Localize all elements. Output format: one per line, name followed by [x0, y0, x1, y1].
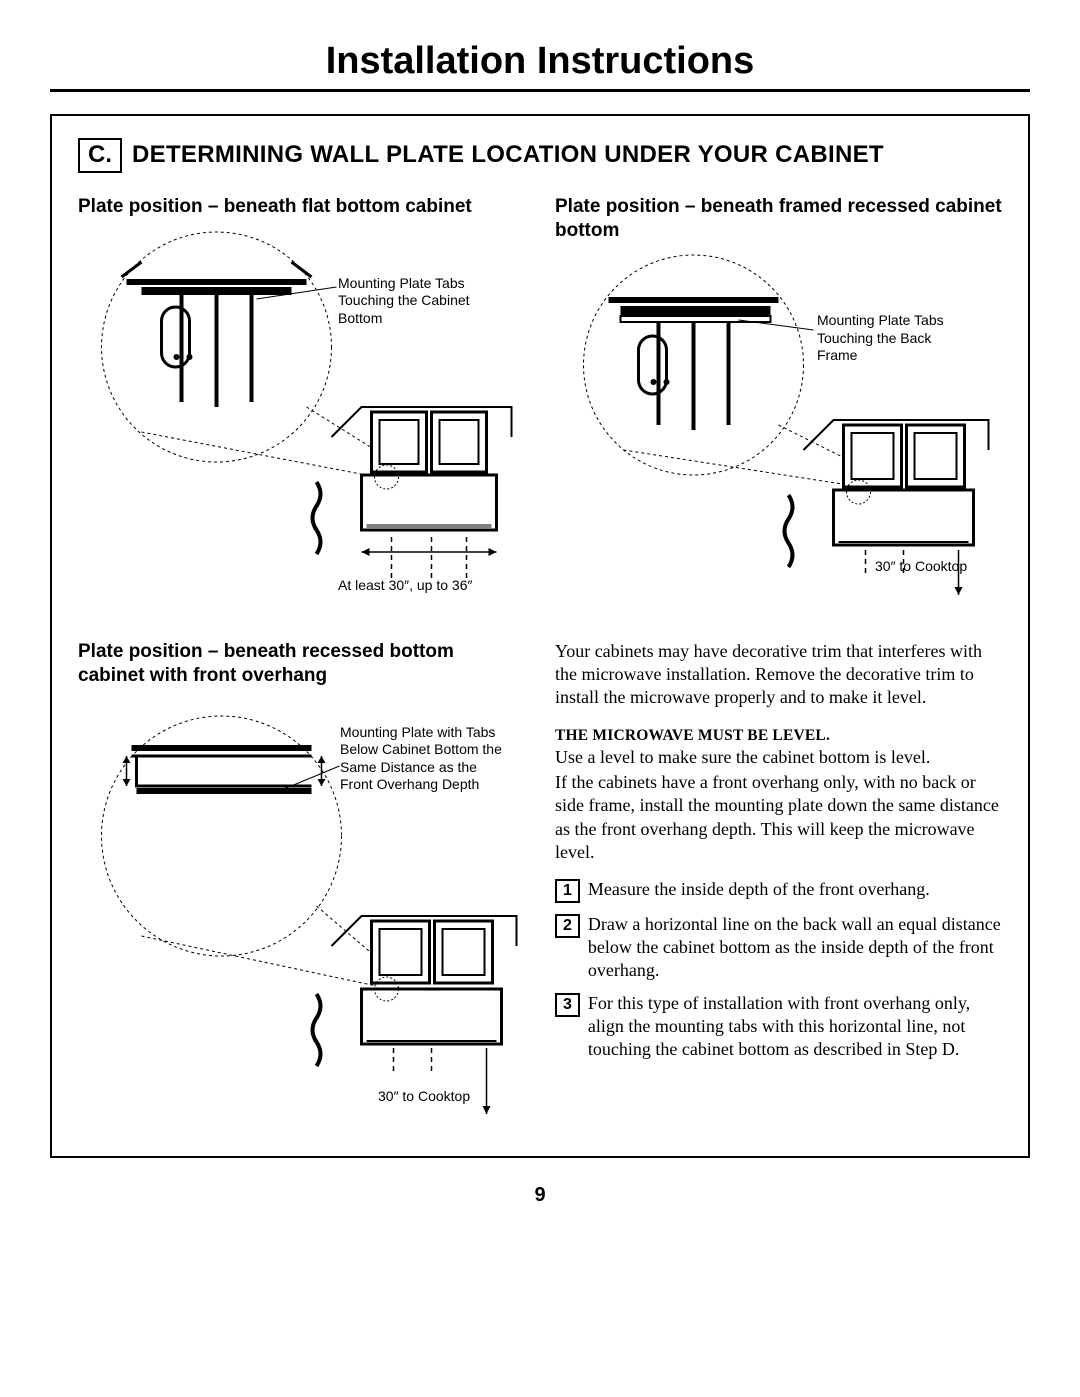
body-p3: If the cabinets have a front overhang on… [555, 771, 1002, 863]
step-2: 2 Draw a horizontal line on the back wal… [555, 913, 1002, 982]
diagram-flat-bottom: Mounting Plate Tabs Touching the Cabinet… [78, 227, 525, 607]
callout-framed-bottom: 30″ to Cooktop [875, 558, 967, 576]
body-p1: Your cabinets may have decorative trim t… [555, 640, 1002, 709]
col-framed-recessed: Plate position – beneath framed recessed… [555, 195, 1002, 611]
callout-overhang-top: Mounting Plate with Tabs Below Cabinet B… [340, 724, 505, 794]
step-num-2: 2 [555, 914, 580, 938]
heading-framed-recessed: Plate position – beneath framed recessed… [555, 195, 1002, 243]
content-box: C. DETERMINING WALL PLATE LOCATION UNDER… [50, 114, 1030, 1158]
step-1: 1 Measure the inside depth of the front … [555, 878, 1002, 903]
step-num-1: 1 [555, 879, 580, 903]
step-text-3: For this type of installation with front… [588, 992, 1002, 1061]
col-body-text: Your cabinets may have decorative trim t… [555, 640, 1002, 1126]
heading-flat-bottom: Plate position – beneath flat bottom cab… [78, 195, 525, 219]
diagram-recessed-overhang: Mounting Plate with Tabs Below Cabinet B… [78, 696, 525, 1126]
step-text-2: Draw a horizontal line on the back wall … [588, 913, 1002, 982]
numbered-steps: 1 Measure the inside depth of the front … [555, 878, 1002, 1061]
col-flat-bottom: Plate position – beneath flat bottom cab… [78, 195, 525, 611]
body-emph: THE MICROWAVE MUST BE LEVEL. [555, 727, 830, 744]
callout-framed-top: Mounting Plate Tabs Touching the Back Fr… [817, 312, 972, 365]
callout-flat-top: Mounting Plate Tabs Touching the Cabinet… [338, 275, 508, 328]
col-recessed-overhang: Plate position – beneath recessed bottom… [78, 640, 525, 1126]
section-header: C. DETERMINING WALL PLATE LOCATION UNDER… [78, 138, 1002, 173]
heading-recessed-overhang: Plate position – beneath recessed bottom… [78, 640, 525, 688]
page-number: 9 [50, 1184, 1030, 1207]
row-2: Plate position – beneath recessed bottom… [78, 640, 1002, 1126]
page-title: Installation Instructions [50, 40, 1030, 92]
step-3: 3 For this type of installation with fro… [555, 992, 1002, 1061]
body-p2: Use a level to make sure the cabinet bot… [555, 747, 930, 767]
step-num-3: 3 [555, 993, 580, 1017]
diagram-svg-framed-recessed [555, 250, 1002, 610]
row-1: Plate position – beneath flat bottom cab… [78, 195, 1002, 611]
section-title: DETERMINING WALL PLATE LOCATION UNDER YO… [132, 141, 884, 169]
callout-flat-bottom: At least 30″, up to 36″ [338, 577, 472, 595]
diagram-framed-recessed: Mounting Plate Tabs Touching the Back Fr… [555, 250, 1002, 610]
step-letter: C. [78, 138, 122, 173]
callout-overhang-bottom: 30″ to Cooktop [378, 1088, 470, 1106]
step-text-1: Measure the inside depth of the front ov… [588, 878, 930, 901]
